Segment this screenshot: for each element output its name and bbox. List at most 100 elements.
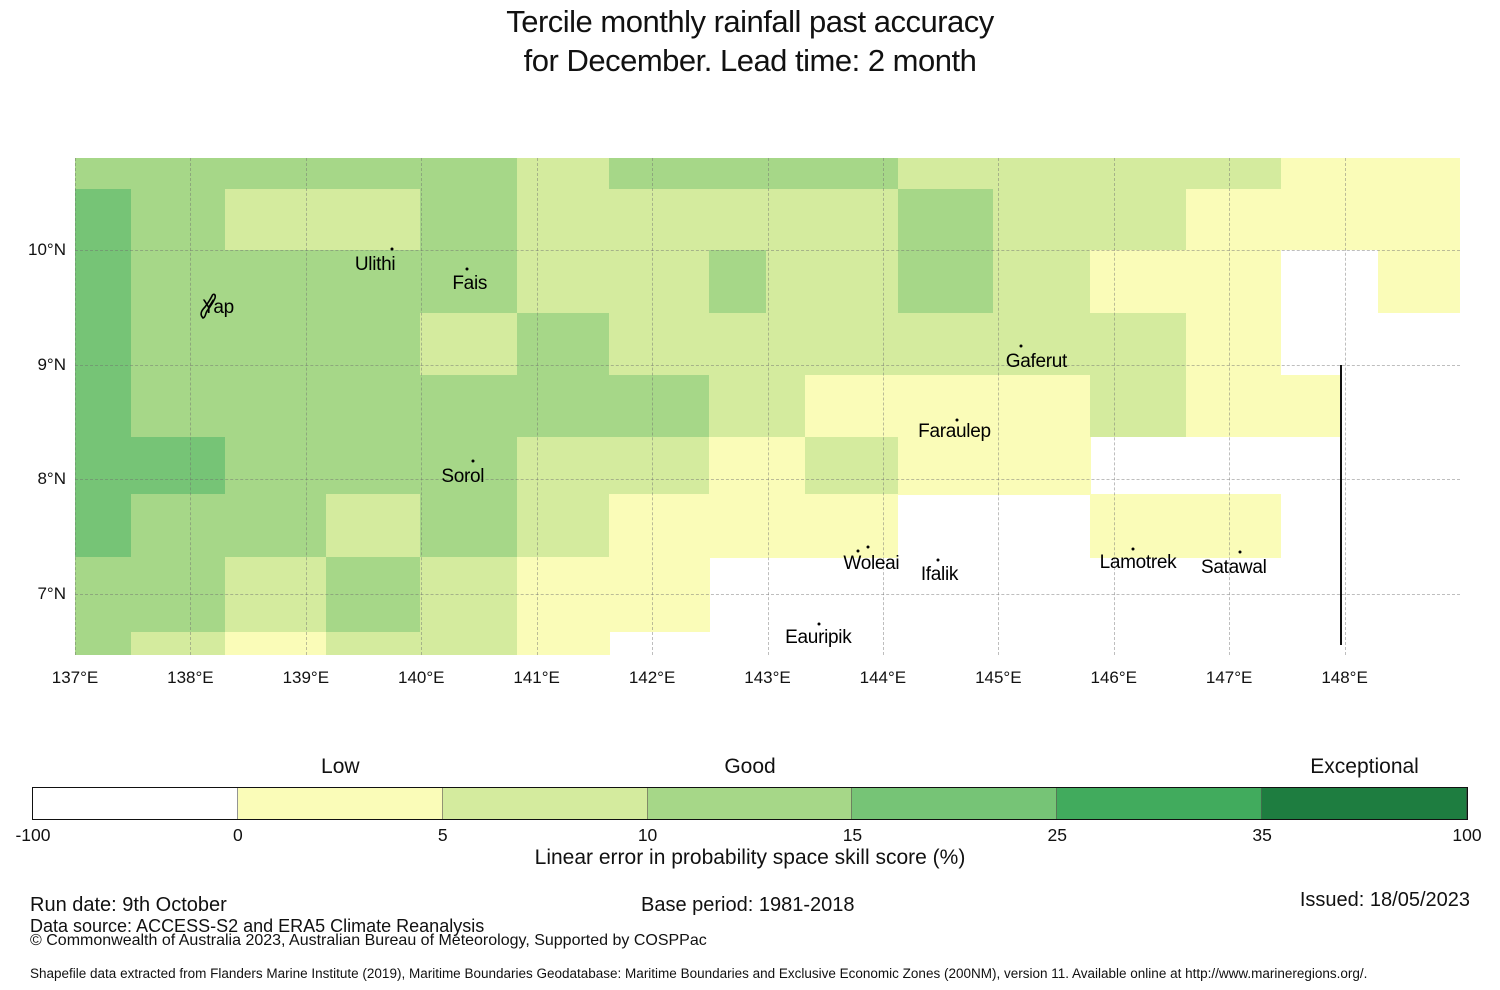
heatmap-cell (224, 188, 421, 251)
heatmap-cell (1186, 188, 1461, 251)
colorbar-segment (852, 788, 1058, 819)
heatmap-cell (419, 312, 518, 376)
gridline-longitude (1113, 158, 1115, 655)
heatmap-cell (326, 557, 421, 633)
x-tick-label: 144°E (859, 668, 907, 687)
heatmap-cell (516, 631, 610, 656)
heatmap-cell (516, 494, 610, 558)
island-label: Ulithi (354, 253, 396, 275)
heatmap-cell (74, 312, 132, 376)
heatmap-cell (709, 374, 806, 438)
data-source-text: Data source: ACCESS-S2 and ERA5 Climate … (30, 916, 485, 936)
island-label: Satawal (1201, 556, 1267, 578)
heatmap-cell (516, 157, 610, 190)
yap-island-outline-icon (200, 293, 217, 320)
gridline-longitude (305, 158, 307, 655)
heatmap-cell (993, 188, 1187, 251)
gridline-longitude (882, 158, 884, 655)
colorbar-segment (647, 788, 853, 819)
heatmap-cell (131, 312, 421, 376)
island-dot (465, 267, 469, 271)
colorbar-segment (442, 788, 648, 819)
island-dot (955, 418, 959, 422)
run-date-text: Run date: 9th October (30, 894, 227, 916)
map-plot: Yap Ulithi Fais Sorol Gaferut Faraulep Woleai I… (74, 157, 1461, 656)
x-tick-label: 139°E (282, 668, 330, 687)
gridline-longitude (998, 158, 1000, 655)
island-label: Faraulep (918, 421, 991, 443)
heatmap-cell (326, 494, 421, 558)
heatmap-cell (131, 374, 711, 438)
heatmap-cell (1377, 249, 1461, 314)
gridline-latitude (75, 249, 1460, 251)
heatmap-cell (131, 631, 226, 656)
y-tick-label: 9°N (37, 354, 66, 374)
heatmap-cell (419, 494, 518, 558)
heatmap-cell (1090, 374, 1187, 438)
heatmap-cell (766, 249, 899, 314)
x-tick-label: 140°E (397, 668, 445, 687)
y-axis: 10°N 9°N 8°N 7°N (0, 158, 66, 655)
issued-text: Issued: 18/05/2023 (1299, 889, 1470, 911)
island-label: Sorol (441, 466, 485, 488)
chart-title-line1: Tercile monthly rainfall past accuracy (506, 4, 994, 39)
heatmap-cell (74, 188, 132, 251)
gridline-latitude (75, 364, 1460, 366)
colorbar-category-label: Exceptional (1310, 755, 1419, 778)
island-label: Fais (452, 273, 488, 295)
x-tick-label: 143°E (744, 668, 791, 687)
x-axis: 137°E 138°E 139°E 140°E 141°E 142°E 143°E 144°E… (52, 665, 1460, 691)
x-tick-label: 146°E (1090, 668, 1138, 687)
island-dot (866, 545, 870, 549)
x-tick-label: 142°E (628, 668, 676, 687)
island-label: Lamotrek (1099, 552, 1177, 574)
colorbar-tick-label: 100 (1452, 825, 1482, 845)
x-tick-label: 137°E (51, 668, 99, 687)
gridline-longitude (1229, 158, 1231, 655)
heatmap-cell (897, 188, 994, 251)
heatmap-cell (897, 249, 994, 314)
colorbar-segment (33, 788, 238, 819)
heatmap-cell (516, 188, 899, 251)
shapefile-credit-text: Shapefile data extracted from Flanders M… (30, 966, 1368, 981)
colorbar-tick-label: 15 (842, 825, 863, 845)
gridline-longitude (421, 158, 423, 655)
heatmap-cell (224, 557, 327, 633)
island-dot (390, 247, 394, 251)
x-tick-label: 145°E (975, 668, 1022, 687)
colorbar-tick-label: 35 (1252, 825, 1272, 845)
heatmap-cell (1090, 494, 1282, 558)
island-label: Woleai (843, 553, 900, 575)
heatmap-cell (516, 249, 711, 314)
colorbar-category-label: Low (321, 755, 360, 778)
heatmap-cell (516, 312, 610, 376)
x-tick-label: 141°E (513, 668, 560, 687)
gridline-latitude (75, 594, 1460, 596)
colorbar-tick-label: 0 (232, 825, 243, 845)
gridline-latitude (75, 479, 1460, 481)
heatmap-cell (609, 494, 899, 558)
heatmap-cell (131, 494, 327, 558)
heatmap-cell (74, 157, 518, 190)
colorbar-segment (1262, 788, 1468, 819)
heatmap-cell (897, 157, 1282, 190)
heatmap-cell (609, 312, 1187, 376)
heatmap-cell (709, 249, 767, 314)
island-dot (856, 549, 860, 553)
heatmap-cell (74, 557, 226, 633)
colorbar-category-label: Good (724, 755, 776, 778)
heatmap-cell (131, 249, 518, 314)
heatmap-cell (709, 436, 806, 495)
island-label: Eauripik (785, 626, 852, 648)
heatmap-cell (419, 188, 518, 251)
colorbar-tick-label: 10 (637, 825, 658, 845)
island-label: Ifalik (920, 563, 959, 585)
island-dot (1131, 547, 1135, 551)
island-label: Gaferut (1005, 351, 1068, 373)
heatmap-cell (74, 631, 132, 656)
y-tick-label: 7°N (37, 584, 66, 604)
island-dot (1019, 344, 1023, 348)
island-dot (817, 622, 821, 626)
heatmap-cell (993, 249, 1091, 314)
